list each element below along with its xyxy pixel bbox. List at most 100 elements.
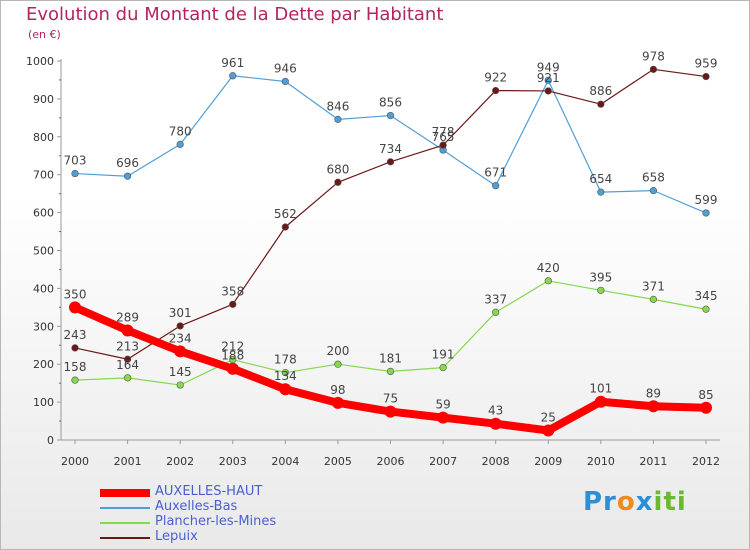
data-point: [702, 72, 710, 81]
data-label: 345: [695, 289, 718, 303]
y-tick-label: 100: [33, 396, 54, 409]
data-label: 164: [116, 358, 139, 372]
data-label: 562: [274, 207, 297, 221]
data-label: 350: [64, 287, 87, 301]
data-label: 922: [484, 71, 507, 85]
data-label: 978: [642, 49, 665, 63]
data-label: 212: [221, 340, 244, 354]
chart-unit-label: (en €): [28, 28, 61, 41]
proxiti-logo: Proxiti: [583, 487, 687, 517]
legend-swatch: [100, 537, 150, 539]
data-label: 734: [379, 142, 402, 156]
data-point: [176, 140, 184, 148]
data-label: 949: [537, 60, 560, 74]
data-point: [542, 424, 555, 437]
data-label: 654: [589, 172, 612, 186]
data-label: 181: [379, 351, 402, 365]
data-point: [71, 344, 79, 352]
data-point: [386, 367, 395, 376]
data-point: [649, 65, 658, 73]
data-point: [71, 376, 79, 384]
x-tick-label: 2012: [692, 455, 720, 468]
x-tick-label: 2009: [534, 455, 562, 468]
data-label: 337: [484, 292, 507, 306]
data-label: 98: [330, 383, 345, 397]
data-point: [281, 223, 289, 231]
x-tick-label: 2000: [61, 455, 89, 468]
data-label: 43: [488, 404, 503, 418]
data-point: [69, 301, 81, 314]
data-label: 959: [695, 57, 718, 71]
data-point: [702, 305, 710, 313]
y-tick-label: 600: [33, 207, 54, 220]
data-point: [123, 172, 132, 180]
data-label: 134: [274, 369, 297, 383]
legend-label: Plancher-les-Mines: [155, 514, 277, 529]
data-label: 671: [484, 166, 507, 180]
data-label: 696: [116, 156, 139, 170]
data-label: 846: [326, 99, 349, 113]
x-tick-label: 2008: [482, 455, 510, 468]
data-point: [597, 188, 605, 196]
data-label: 158: [64, 360, 87, 374]
data-point: [597, 286, 605, 294]
data-point: [123, 355, 132, 363]
data-label: 25: [541, 411, 556, 425]
y-tick-label: 900: [33, 93, 54, 106]
legend-swatch: [100, 507, 150, 509]
data-point: [176, 322, 184, 330]
x-tick-label: 2011: [639, 455, 667, 468]
x-tick-label: 2005: [324, 455, 352, 468]
data-point: [331, 396, 344, 409]
y-tick-label: 500: [33, 245, 54, 258]
data-point: [281, 77, 289, 86]
y-tick-label: 200: [33, 358, 54, 371]
data-point: [279, 383, 292, 396]
data-point: [544, 277, 552, 285]
data-point: [334, 115, 342, 123]
data-label: 89: [646, 386, 661, 400]
data-label: 886: [589, 84, 612, 98]
data-label: 395: [589, 270, 612, 284]
data-label: 191: [432, 348, 455, 362]
data-label: 946: [274, 61, 297, 75]
x-tick-label: 2001: [114, 455, 142, 468]
data-label: 358: [221, 284, 244, 298]
data-point: [229, 72, 237, 80]
legend-label: AUXELLES-HAUT: [155, 484, 263, 499]
data-label: 301: [169, 306, 192, 320]
y-tick-label: 300: [33, 320, 54, 333]
data-label: 765: [432, 130, 455, 144]
data-label: 234: [169, 331, 192, 345]
data-point: [649, 295, 658, 303]
data-point: [702, 209, 710, 217]
data-point: [386, 111, 395, 120]
x-tick-label: 2007: [429, 455, 457, 468]
y-tick-label: 800: [33, 131, 54, 144]
data-point: [647, 400, 660, 413]
data-label: 961: [221, 56, 244, 70]
data-point: [700, 401, 712, 414]
chart-title: Evolution du Montant de la Dette par Hab…: [26, 4, 444, 25]
data-label: 178: [274, 353, 297, 367]
data-label: 780: [169, 124, 192, 138]
data-point: [334, 178, 342, 186]
data-point: [176, 381, 184, 389]
data-point: [649, 187, 658, 195]
data-point: [386, 158, 395, 166]
data-point: [492, 86, 500, 95]
data-label: 213: [116, 339, 139, 353]
y-tick-label: 400: [33, 282, 54, 295]
data-label: 371: [642, 279, 665, 293]
legend-swatch: [100, 522, 150, 524]
data-point: [492, 182, 500, 190]
data-label: 101: [589, 382, 612, 396]
y-tick-label: 700: [33, 169, 54, 182]
data-label: 680: [326, 162, 349, 176]
data-point: [229, 300, 237, 308]
x-tick-label: 2010: [587, 455, 615, 468]
data-label: 243: [64, 328, 87, 342]
data-point: [174, 345, 187, 358]
data-point: [334, 360, 342, 368]
